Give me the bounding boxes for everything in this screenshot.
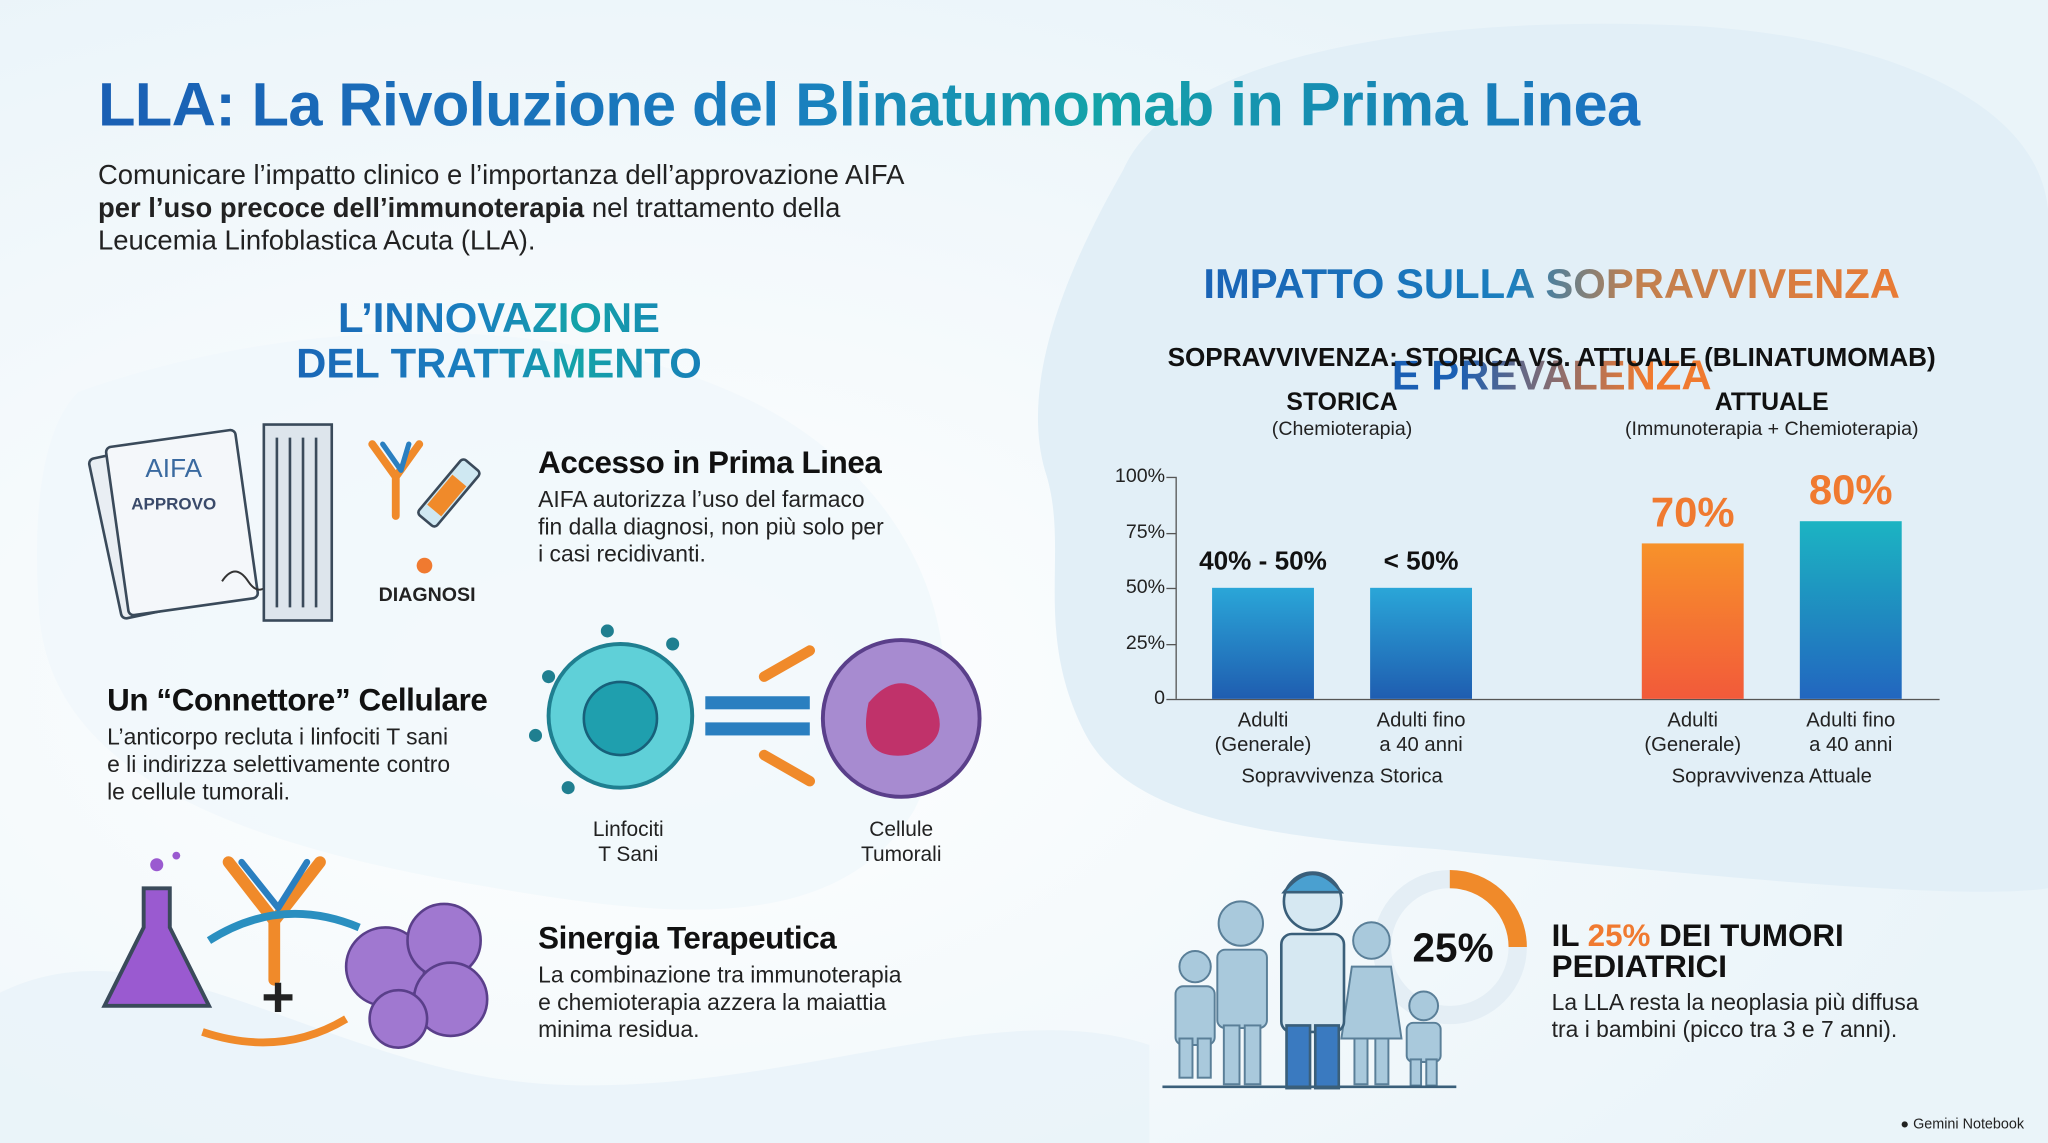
x-tick-label: Adulti (Generale) [1214, 709, 1312, 757]
y-tick-label: 75% [1125, 520, 1166, 543]
pediatric-heading-text: DEI TUMORI PEDIATRICI [1551, 918, 1844, 985]
donut-arc [1449, 869, 1527, 948]
y-tick [1166, 698, 1176, 701]
item-text: L’anticorpo recluta i linfociti T sani e… [107, 723, 451, 805]
tumor-cells-label: Cellule Tumorali [860, 819, 942, 867]
group-label: Sopravvivenza Storica [1241, 765, 1443, 788]
impact-heading-line: IMPATTO SULLA SOPRAVVIVENZA [1160, 261, 1944, 307]
y-tick-label: 25% [1125, 631, 1166, 654]
synergy-icon: + [101, 851, 489, 1049]
pediatric-heading-text: IL [1551, 918, 1588, 954]
aifa-icons [87, 423, 481, 622]
item-title: Un “Connettore” Cellulare [107, 683, 488, 719]
impact-heading: IMPATTO SULLA SOPRAVVIVENZA E PREVALENZA [1160, 216, 1944, 399]
value-label: 70% [1650, 488, 1735, 536]
impact-heading-line: E PREVALENZA [1391, 351, 1712, 399]
item-title: Accesso in Prima Linea [538, 445, 882, 481]
value-label: 80% [1808, 466, 1893, 514]
x-axis [1175, 698, 1940, 701]
aifa-label: AIFA [145, 454, 203, 484]
group-title: STORICA [1286, 389, 1398, 417]
item-text: La combinazione tra immunoterapia e chem… [538, 961, 902, 1043]
x-tick-label: Adulti (Generale) [1644, 709, 1742, 757]
cells-icon [528, 624, 982, 799]
chart-title: SOPRAVVIVENZA: STORICA VS. ATTUALE (BLIN… [1167, 343, 1936, 373]
approvo-label: APPROVO [131, 493, 217, 514]
bar [1370, 587, 1472, 699]
title: LLA: La Rivoluzione del Blinatumomab in … [97, 69, 1641, 139]
section-heading: L’INNOVAZIONE DEL TRATTAMENTO [238, 295, 760, 386]
y-tick [1166, 643, 1176, 645]
item-text: AIFA autorizza l’uso del farmaco fin dal… [538, 485, 884, 567]
pediatric-graphic [1162, 869, 1527, 1090]
footer: ● Gemini Notebook [1900, 1116, 2025, 1133]
y-axis [1175, 476, 1177, 699]
item-title: Sinergia Terapeutica [538, 920, 837, 957]
y-tick [1166, 476, 1176, 479]
bar [1212, 587, 1314, 699]
pediatric-heading: IL 25% DEI TUMORI PEDIATRICI [1551, 918, 1844, 985]
group-subtitle: (Chemioterapia) [1271, 418, 1413, 441]
t-cells-label: Linfociti T Sani [592, 819, 664, 867]
intro-text: nel trattamento della Leucemia Linfoblas… [97, 193, 841, 257]
plus: + [261, 965, 295, 1029]
y-tick-label: 50% [1125, 576, 1166, 599]
group-title: ATTUALE [1714, 389, 1829, 417]
footer-text: Gemini Notebook [1913, 1116, 2025, 1133]
y-tick-label: 0 [1154, 687, 1166, 710]
pediatric-heading-value: 25% [1587, 918, 1651, 954]
y-tick [1166, 587, 1176, 590]
y-tick-label: 100% [1114, 465, 1166, 488]
x-tick-label: Adulti fino a 40 anni [1806, 709, 1896, 757]
y-tick [1166, 532, 1176, 534]
bar [1641, 543, 1744, 699]
diagnosi-label: DIAGNOSI [378, 583, 476, 607]
group-label: Sopravvivenza Attuale [1671, 765, 1872, 788]
bar [1799, 521, 1902, 699]
value-label: 40% - 50% [1199, 547, 1327, 577]
donut-label: 25% [1412, 924, 1494, 971]
group-subtitle: (Immunoterapia + Chemioterapia) [1625, 418, 1919, 441]
pediatric-text: La LLA resta la neoplasia più diffusa tr… [1551, 988, 1919, 1043]
value-label: < 50% [1383, 547, 1459, 577]
intro-bold: per l’uso precoce dell’immunoterapia [97, 193, 585, 224]
intro-text: Comunicare l’impatto clinico e l’importa… [97, 160, 905, 191]
intro: Comunicare l’impatto clinico e l’importa… [98, 159, 1091, 257]
x-tick-label: Adulti fino a 40 anni [1376, 709, 1466, 757]
